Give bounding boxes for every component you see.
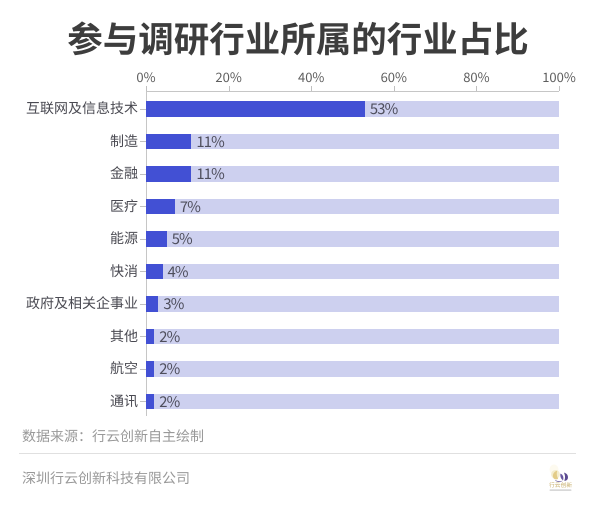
svg-text:行云创新: 行云创新 (549, 480, 572, 489)
